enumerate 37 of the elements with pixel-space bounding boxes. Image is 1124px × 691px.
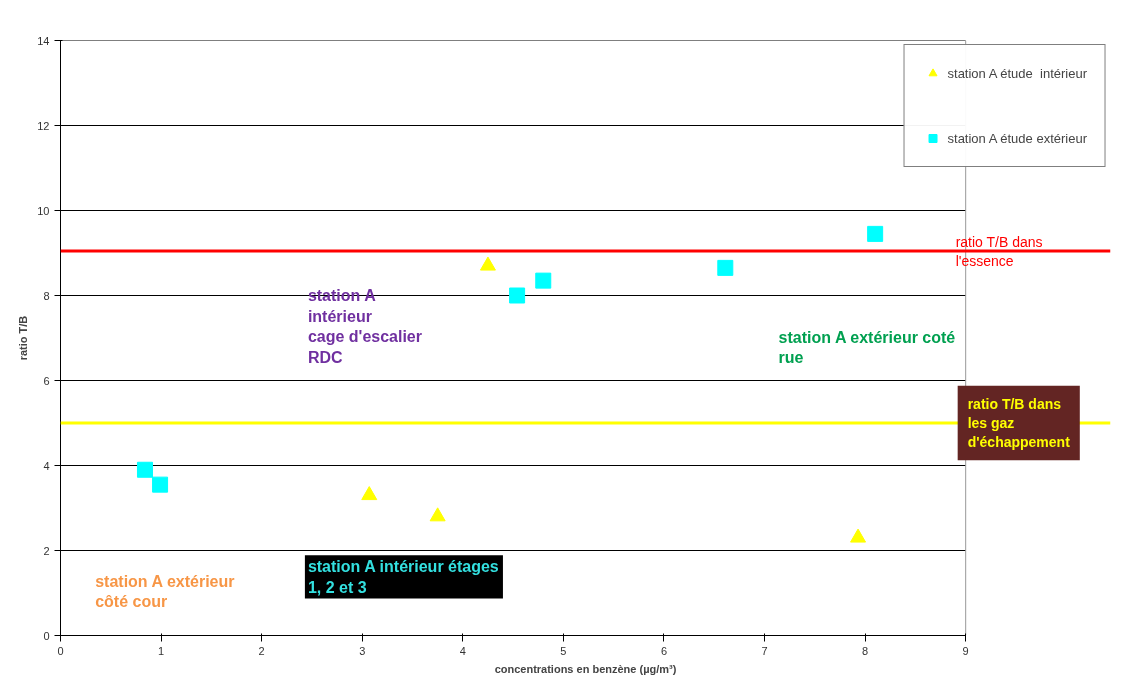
point [479,256,496,271]
annotation: station A intérieur étages 1, 2 et 3 [307,558,499,596]
x-tick-label: 4 [459,644,466,657]
point [850,528,867,543]
point [509,287,526,304]
x-tick-label: 5 [560,644,567,657]
y-axis-title: ratio T/B [17,315,30,361]
x-tick-label: 6 [660,644,668,657]
y-tick-label: 4 [43,459,50,472]
point [717,259,734,276]
point [535,272,552,289]
legend-label: station A étude extérieur [947,130,1087,146]
y-tick-label: 14 [37,34,50,47]
x-tick-label: 2 [258,644,265,657]
x-tick-label: 3 [359,644,366,657]
ref-line-label: ratio T/B dans les gaz d'échappement [967,395,1071,451]
x-tick-label: 1 [158,644,165,657]
x-tick-label: 7 [761,644,768,657]
y-tick-label: 8 [43,289,50,302]
y-tick-label: 6 [43,374,50,387]
x-tick-label: 0 [57,644,64,657]
point [867,225,884,242]
x-axis-title: concentrations en benzène (µg/m³) [494,662,677,675]
legend-label: station A étude intérieur [947,65,1087,81]
point [136,461,153,478]
y-tick-label: 10 [37,204,50,217]
annotation: station A extérieur coté rue [778,329,956,367]
y-tick-label: 2 [43,544,50,557]
point [429,507,446,522]
ref-line-label: ratio T/B dans l'essence [955,233,1043,269]
point [152,476,169,493]
x-tick-label: 9 [962,644,969,657]
annotation: station A extérieur côté cour [95,573,235,611]
x-tick-label: 8 [862,644,869,657]
y-tick-label: 0 [43,629,50,642]
y-tick-label: 12 [37,119,50,132]
point [361,486,378,501]
